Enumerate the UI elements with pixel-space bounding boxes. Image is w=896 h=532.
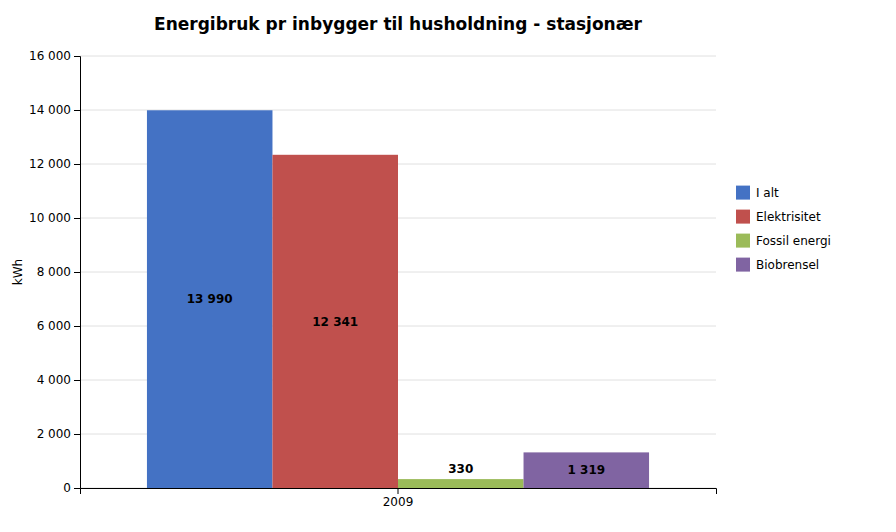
tick-mark	[74, 110, 80, 111]
tick: 10 000	[29, 211, 80, 225]
tick: 14 000	[29, 103, 80, 117]
title: Energibruk pr inbygger til husholdning -…	[154, 14, 642, 34]
y-axis-title: kWh	[11, 259, 25, 285]
tick-label: 6 000	[37, 319, 71, 333]
data-label: 13 990	[187, 292, 233, 306]
legend-swatch	[736, 210, 750, 224]
tick-mark	[74, 272, 80, 273]
legend-swatch	[736, 234, 750, 248]
bar	[398, 479, 524, 488]
tick-label: 10 000	[29, 211, 71, 225]
y-axis: 0 2 000 4 000 6 000 8 000 10 000 12 000 14 000 1…	[29, 49, 81, 495]
legend-label: Fossil energi	[756, 234, 831, 248]
tick-mark	[74, 434, 80, 435]
data-label: 12 341	[312, 315, 358, 329]
tick: 8 000	[37, 265, 80, 279]
tick-mark	[74, 326, 80, 327]
legend-item: I alt	[736, 186, 779, 200]
legend-label: Biobrensel	[756, 258, 819, 272]
tick-label: 0	[63, 481, 71, 495]
tick: 6 000	[37, 319, 80, 333]
legend-label: I alt	[756, 186, 779, 200]
tick-label: 8 000	[37, 265, 71, 279]
chart: 0 2 000 4 000 6 000 8 000 10 000 12 000 14 000 1…	[0, 0, 896, 532]
tick-label: 14 000	[29, 103, 71, 117]
bar	[147, 110, 273, 488]
tick-label: 4 000	[37, 373, 71, 387]
legend-item: Elektrisitet	[736, 210, 821, 224]
tick-mark	[74, 164, 80, 165]
bars	[147, 110, 649, 488]
tick-mark	[74, 488, 80, 489]
legend-swatch	[736, 258, 750, 272]
tick: 12 000	[29, 157, 80, 171]
tick-label: 2 000	[37, 427, 71, 441]
data-label: 1 319	[568, 463, 606, 477]
tick: 2009	[383, 488, 414, 509]
tick-mark	[398, 488, 399, 494]
legend-item: Biobrensel	[736, 258, 819, 272]
grid	[80, 56, 716, 488]
tick-mark	[74, 56, 80, 57]
legend-label: Elektrisitet	[756, 210, 821, 224]
bar	[524, 452, 650, 488]
axis-line	[81, 489, 717, 495]
tick-label: 2009	[383, 495, 414, 509]
grid-line	[80, 56, 716, 57]
legend-swatch	[736, 186, 750, 200]
legend: I alt Elektrisitet Fossil energi Biobrensel	[736, 186, 831, 272]
tick: 0	[63, 481, 80, 495]
tick-label: 12 000	[29, 157, 71, 171]
legend-item: Fossil energi	[736, 234, 831, 248]
plot: 0 2 000 4 000 6 000 8 000 10 000 12 000 14 000 1…	[29, 49, 717, 508]
x-axis: 2009	[81, 488, 717, 509]
axis-line	[74, 57, 81, 489]
tick-mark	[74, 218, 80, 219]
tick-mark	[74, 380, 80, 381]
tick: 2 000	[37, 427, 80, 441]
data-label: 330	[448, 462, 473, 476]
data-labels: 13 990 12 341 330 1 319	[187, 292, 605, 477]
tick-label: 16 000	[29, 49, 71, 63]
bar	[272, 155, 398, 488]
tick: 16 000	[29, 49, 80, 63]
tick: 4 000	[37, 373, 80, 387]
